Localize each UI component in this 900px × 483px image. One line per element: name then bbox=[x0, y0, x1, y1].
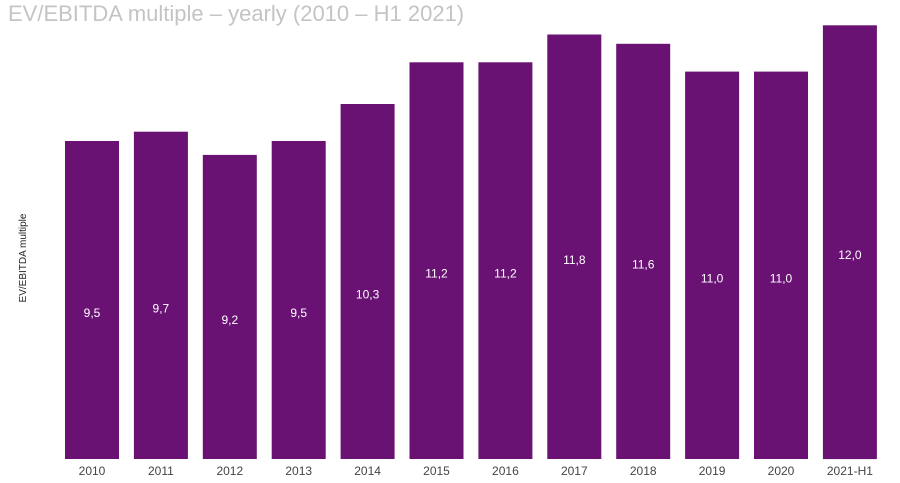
x-tick-label-2012: 2012 bbox=[216, 464, 243, 478]
x-tick-label-2016: 2016 bbox=[492, 464, 519, 478]
x-tick-label-2020: 2020 bbox=[768, 464, 795, 478]
data-label-2017: 11,8 bbox=[563, 253, 586, 267]
data-label-2013: 9,5 bbox=[290, 306, 307, 320]
data-label-2011: 9,7 bbox=[153, 301, 170, 315]
bar-2015 bbox=[409, 62, 464, 460]
bar-2018 bbox=[616, 43, 671, 460]
bar-2012 bbox=[202, 154, 257, 459]
x-tick-label-2010: 2010 bbox=[79, 464, 106, 478]
bar-2019 bbox=[685, 71, 740, 459]
data-label-2010: 9,5 bbox=[84, 306, 101, 320]
x-tick-label-2019: 2019 bbox=[699, 464, 726, 478]
x-axis-tick-labels: 2010 2011 2012 2013 2014 2015 2016 2017 2018 2019… bbox=[79, 464, 874, 478]
data-label-2018: 11,6 bbox=[632, 257, 655, 271]
bar-2017 bbox=[547, 34, 602, 459]
x-tick-label-2013: 2013 bbox=[285, 464, 312, 478]
chart-title: EV/EBITDA multiple – yearly (2010 – H1 2… bbox=[8, 1, 465, 26]
bar-2014 bbox=[340, 104, 395, 459]
x-tick-label-2021-H1: 2021-H1 bbox=[827, 464, 873, 478]
bar-2021-H1 bbox=[822, 25, 877, 460]
value-labels-group: 9,5 9,7 9,2 9,5 10,3 11,2 11,2 11,8 11,6 11,0 11,0… bbox=[84, 248, 862, 327]
y-axis-label: EV/EBITDA multiple bbox=[18, 213, 29, 302]
data-label-2012: 9,2 bbox=[221, 313, 238, 327]
bar-2020 bbox=[754, 71, 808, 459]
data-label-2014: 10,3 bbox=[356, 288, 380, 302]
bar-2016 bbox=[478, 62, 533, 460]
x-tick-label-2015: 2015 bbox=[423, 464, 450, 478]
x-tick-label-2017: 2017 bbox=[561, 464, 588, 478]
bar-2010 bbox=[65, 141, 119, 459]
data-label-2021-H1: 12,0 bbox=[838, 248, 862, 262]
data-label-2019: 11,0 bbox=[701, 271, 724, 285]
x-tick-label-2014: 2014 bbox=[354, 464, 381, 478]
x-tick-label-2011: 2011 bbox=[148, 464, 174, 478]
data-label-2016: 11,2 bbox=[494, 267, 517, 281]
data-label-2020: 11,0 bbox=[770, 271, 793, 285]
bar-2013 bbox=[271, 141, 326, 459]
bars-group bbox=[65, 25, 877, 460]
bar-2011 bbox=[133, 131, 188, 459]
data-label-2015: 11,2 bbox=[425, 267, 448, 281]
x-tick-label-2018: 2018 bbox=[630, 464, 657, 478]
